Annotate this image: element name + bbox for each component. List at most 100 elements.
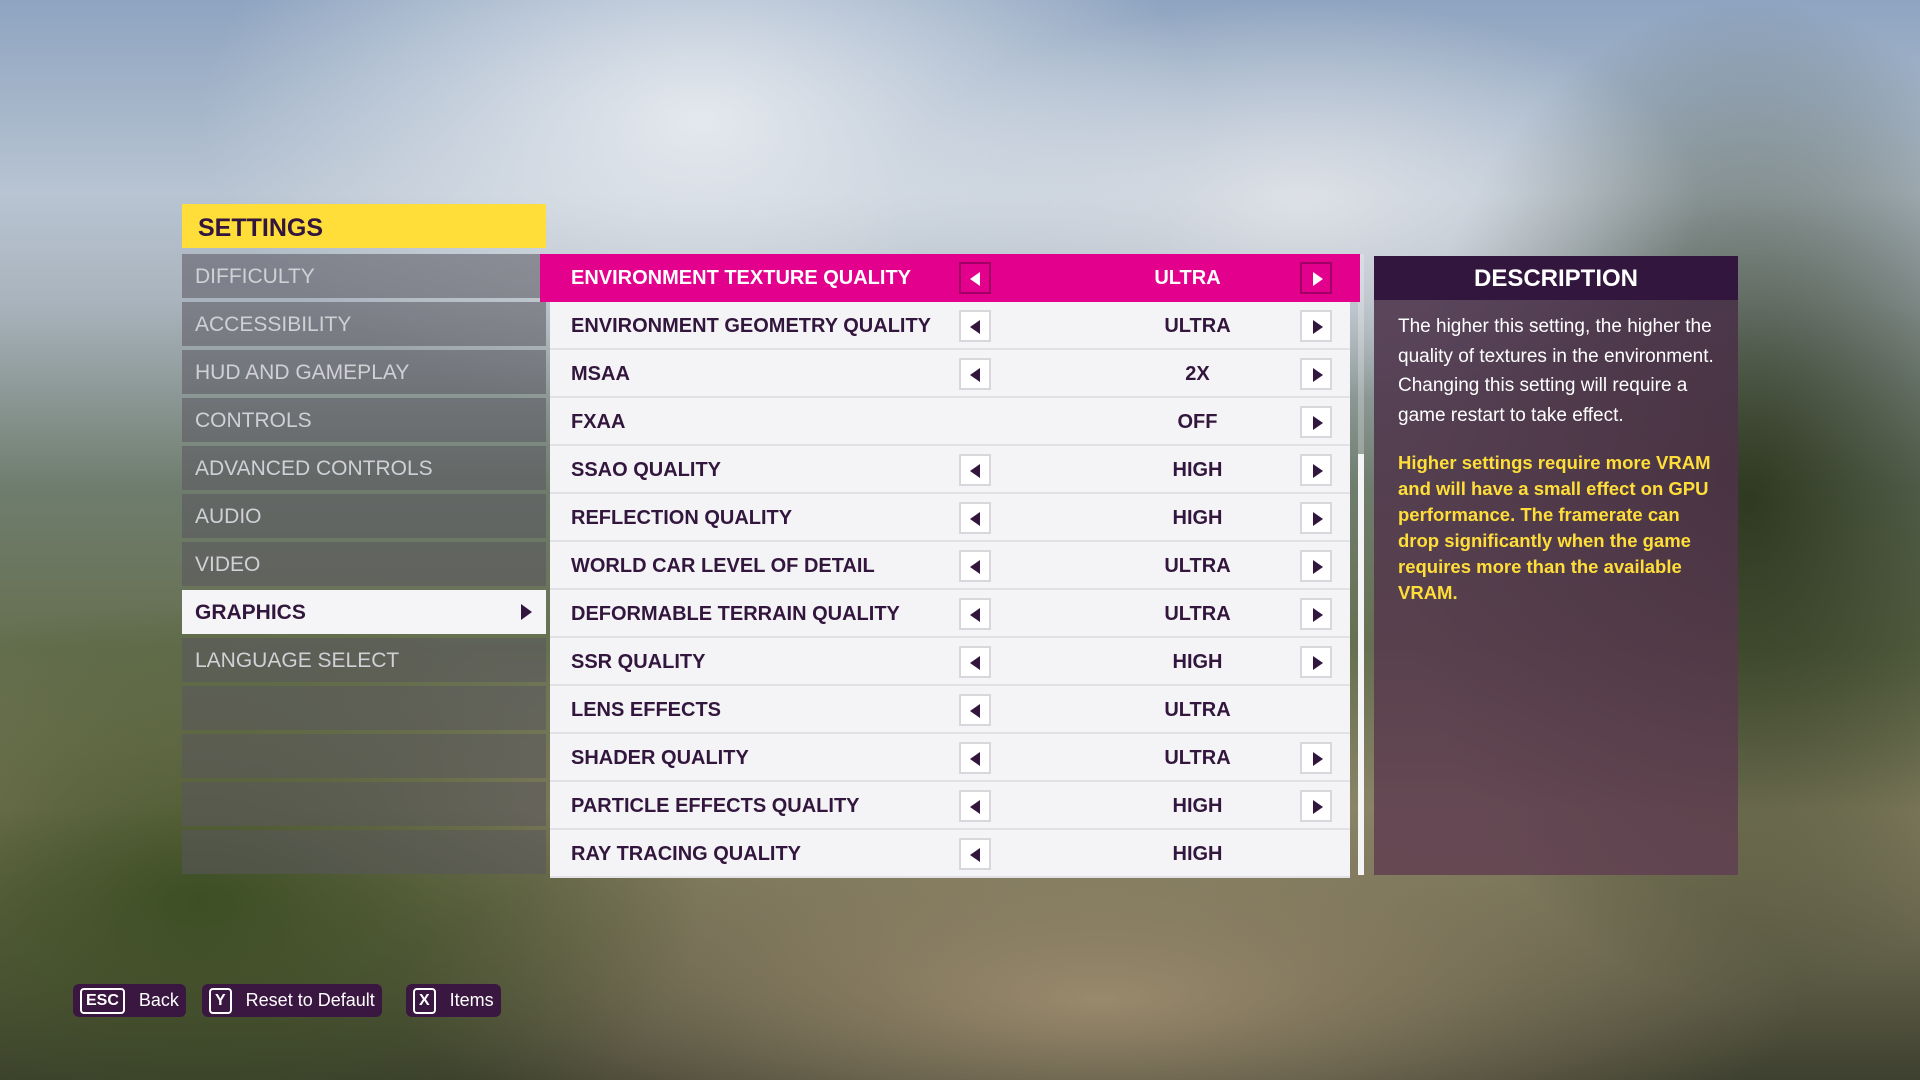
nav-item-label: VIDEO bbox=[195, 553, 261, 576]
option-row-fxaa[interactable]: FXAA OFF bbox=[550, 398, 1350, 446]
footer-label: Back bbox=[138, 990, 179, 1010]
chevron-right-icon bbox=[521, 604, 532, 620]
option-label: SHADER QUALITY bbox=[571, 747, 749, 769]
option-row-msaa[interactable]: MSAA 2X bbox=[550, 350, 1350, 398]
option-value: ULTRA bbox=[1164, 603, 1231, 625]
arrow-left-icon bbox=[970, 512, 980, 526]
decrease-button[interactable] bbox=[959, 598, 991, 630]
description-warning: Higher settings require more VRAM and wi… bbox=[1398, 452, 1711, 603]
nav-item-hud-and-gameplay[interactable]: HUD AND GAMEPLAY bbox=[182, 350, 546, 394]
footer-label: Items bbox=[449, 990, 494, 1010]
decrease-button[interactable] bbox=[959, 742, 991, 774]
arrow-left-icon bbox=[970, 464, 980, 478]
option-label: DEFORMABLE TERRAIN QUALITY bbox=[571, 603, 900, 625]
arrow-right-icon bbox=[1313, 656, 1323, 670]
increase-button[interactable] bbox=[1300, 646, 1332, 678]
scrollbar[interactable] bbox=[1358, 254, 1364, 875]
increase-button[interactable] bbox=[1300, 406, 1332, 438]
arrow-left-icon bbox=[970, 608, 980, 622]
arrow-left-icon bbox=[970, 368, 980, 382]
nav-item-graphics[interactable]: GRAPHICS bbox=[182, 590, 546, 634]
option-value: ULTRA bbox=[1164, 315, 1231, 337]
increase-button[interactable] bbox=[1300, 550, 1332, 582]
option-row-ray-tracing-quality[interactable]: RAY TRACING QUALITY HIGH bbox=[550, 830, 1350, 878]
option-row-ssao-quality[interactable]: SSAO QUALITY HIGH bbox=[550, 446, 1350, 494]
option-row-reflection-quality[interactable]: REFLECTION QUALITY HIGH bbox=[550, 494, 1350, 542]
nav-item-label: ACCESSIBILITY bbox=[195, 313, 352, 336]
arrow-left-icon bbox=[970, 560, 980, 574]
increase-button[interactable] bbox=[1300, 742, 1332, 774]
option-value: HIGH bbox=[1172, 795, 1223, 817]
option-row-lens-effects[interactable]: LENS EFFECTS ULTRA bbox=[550, 686, 1350, 734]
key-y-icon: Y bbox=[209, 987, 232, 1014]
nav-item-label: GRAPHICS bbox=[195, 601, 306, 624]
nav-item-audio[interactable]: AUDIO bbox=[182, 494, 546, 538]
arrow-left-icon bbox=[970, 272, 980, 286]
arrow-left-icon bbox=[970, 656, 980, 670]
option-value: HIGH bbox=[1172, 651, 1223, 673]
option-label: PARTICLE EFFECTS QUALITY bbox=[571, 795, 860, 817]
option-label: FXAA bbox=[571, 411, 626, 433]
scrollbar-thumb[interactable] bbox=[1358, 454, 1364, 875]
arrow-right-icon bbox=[1313, 320, 1323, 334]
option-row-particle-effects-quality[interactable]: PARTICLE EFFECTS QUALITY HIGH bbox=[550, 782, 1350, 830]
arrow-right-icon bbox=[1313, 272, 1323, 286]
decrease-button[interactable] bbox=[959, 790, 991, 822]
nav-item-language-select[interactable]: LANGUAGE SELECT bbox=[182, 638, 546, 682]
option-value: ULTRA bbox=[1154, 267, 1221, 289]
nav-empty-slot bbox=[182, 734, 546, 778]
key-x-icon: X bbox=[413, 987, 436, 1014]
description-title: DESCRIPTION bbox=[1374, 256, 1738, 300]
option-label: SSR QUALITY bbox=[571, 651, 706, 673]
option-value: OFF bbox=[1177, 411, 1218, 433]
nav-item-video[interactable]: VIDEO bbox=[182, 542, 546, 586]
key-esc-icon: ESC bbox=[80, 987, 125, 1014]
footer-label: Reset to Default bbox=[245, 990, 375, 1010]
option-row-deformable-terrain-quality[interactable]: DEFORMABLE TERRAIN QUALITY ULTRA bbox=[550, 590, 1350, 638]
nav-item-label: CONTROLS bbox=[195, 409, 312, 432]
decrease-button[interactable] bbox=[959, 454, 991, 486]
decrease-button[interactable] bbox=[959, 694, 991, 726]
decrease-button[interactable] bbox=[959, 358, 991, 390]
decrease-button[interactable] bbox=[959, 310, 991, 342]
option-row-shader-quality[interactable]: SHADER QUALITY ULTRA bbox=[550, 734, 1350, 782]
arrow-left-icon bbox=[970, 320, 980, 334]
nav-item-label: HUD AND GAMEPLAY bbox=[195, 361, 410, 384]
arrow-left-icon bbox=[970, 848, 980, 862]
footer-items-button[interactable]: X Items bbox=[406, 984, 501, 1017]
increase-button[interactable] bbox=[1300, 598, 1332, 630]
option-label: MSAA bbox=[571, 363, 630, 385]
decrease-button[interactable] bbox=[959, 838, 991, 870]
option-row-environment-geometry-quality[interactable]: ENVIRONMENT GEOMETRY QUALITY ULTRA bbox=[550, 302, 1350, 350]
increase-button[interactable] bbox=[1300, 262, 1332, 294]
decrease-button[interactable] bbox=[959, 262, 991, 294]
option-label: WORLD CAR LEVEL OF DETAIL bbox=[571, 555, 875, 577]
nav-item-advanced-controls[interactable]: ADVANCED CONTROLS bbox=[182, 446, 546, 490]
footer-back-button[interactable]: ESC Back bbox=[73, 984, 186, 1017]
nav-item-controls[interactable]: CONTROLS bbox=[182, 398, 546, 442]
nav-item-label: ADVANCED CONTROLS bbox=[195, 457, 433, 480]
nav-item-accessibility[interactable]: ACCESSIBILITY bbox=[182, 302, 546, 346]
increase-button[interactable] bbox=[1300, 358, 1332, 390]
option-row-ssr-quality[interactable]: SSR QUALITY HIGH bbox=[550, 638, 1350, 686]
option-row-environment-texture-quality[interactable]: ENVIRONMENT TEXTURE QUALITY ULTRA bbox=[540, 254, 1360, 302]
decrease-button[interactable] bbox=[959, 550, 991, 582]
option-row-world-car-level-of-detail[interactable]: WORLD CAR LEVEL OF DETAIL ULTRA bbox=[550, 542, 1350, 590]
increase-button[interactable] bbox=[1300, 310, 1332, 342]
option-value: ULTRA bbox=[1164, 699, 1231, 721]
option-label: ENVIRONMENT GEOMETRY QUALITY bbox=[571, 315, 932, 337]
increase-button[interactable] bbox=[1300, 502, 1332, 534]
option-value: HIGH bbox=[1172, 507, 1223, 529]
nav-empty-slot bbox=[182, 782, 546, 826]
arrow-left-icon bbox=[970, 800, 980, 814]
increase-button[interactable] bbox=[1300, 790, 1332, 822]
increase-button[interactable] bbox=[1300, 454, 1332, 486]
decrease-button[interactable] bbox=[959, 502, 991, 534]
option-label: RAY TRACING QUALITY bbox=[571, 843, 802, 865]
footer-reset-to-default-button[interactable]: Y Reset to Default bbox=[202, 984, 382, 1017]
nav-item-difficulty[interactable]: DIFFICULTY bbox=[182, 254, 546, 298]
arrow-left-icon bbox=[970, 752, 980, 766]
decrease-button[interactable] bbox=[959, 646, 991, 678]
graphics-options-list: ENVIRONMENT TEXTURE QUALITY ULTRA ENVIRONM… bbox=[540, 254, 1360, 878]
option-label: ENVIRONMENT TEXTURE QUALITY bbox=[571, 267, 912, 289]
